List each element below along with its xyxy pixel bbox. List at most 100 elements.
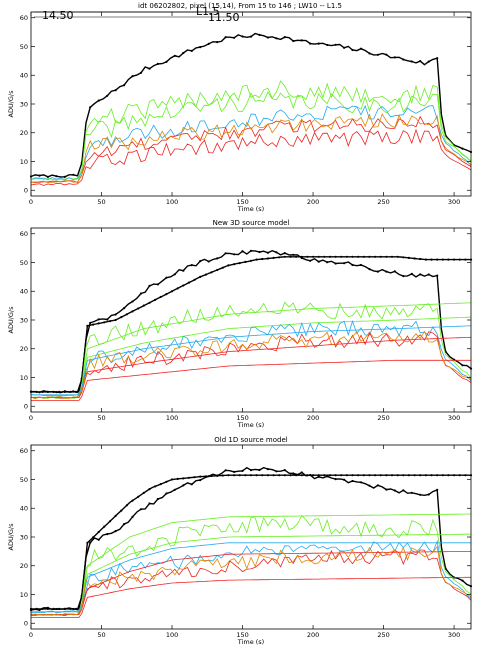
data-point-marker <box>114 89 117 92</box>
series-line-orange-data <box>30 545 472 616</box>
data-point-marker <box>139 292 143 295</box>
data-point-marker <box>123 307 126 310</box>
data-point-marker <box>120 316 123 319</box>
data-point-marker <box>258 468 261 472</box>
data-point-marker <box>106 318 109 321</box>
series-line-cyan-model <box>31 325 472 396</box>
data-point-marker <box>249 469 253 472</box>
y-tick-label: 40 <box>20 505 28 513</box>
series-line-red-data <box>30 128 472 186</box>
data-point-marker <box>275 470 278 473</box>
data-point-marker <box>233 263 236 266</box>
data-point-marker <box>86 324 89 327</box>
data-point-marker <box>63 390 66 393</box>
data-point-marker <box>275 37 278 40</box>
data-point-marker <box>453 258 456 261</box>
data-point-marker <box>427 493 430 496</box>
data-point-marker <box>289 474 292 477</box>
data-point-marker <box>351 255 354 258</box>
data-point-marker <box>419 493 422 496</box>
data-point-marker <box>402 256 405 259</box>
data-point-marker <box>199 46 202 49</box>
y-tick-label: 0 <box>24 403 28 411</box>
data-point-marker <box>385 474 388 477</box>
data-point-marker <box>312 474 315 477</box>
data-point-marker <box>396 474 399 477</box>
data-point-marker <box>351 263 354 267</box>
data-point-marker <box>436 488 439 491</box>
x-tick-label: 100 <box>166 198 178 206</box>
y-tick-label: 50 <box>20 259 28 267</box>
data-point-marker <box>103 525 106 528</box>
y-tick-label: 0 <box>24 620 28 628</box>
data-point-marker <box>224 469 227 472</box>
data-point-marker <box>89 541 92 544</box>
data-point-marker <box>142 304 145 307</box>
series-line-red-model <box>31 336 472 398</box>
data-point-marker <box>221 474 224 477</box>
data-point-marker <box>306 474 309 477</box>
data-point-marker <box>306 255 309 258</box>
data-point-marker <box>334 474 337 477</box>
data-point-marker <box>374 255 377 258</box>
x-tick-label: 50 <box>97 631 105 639</box>
data-point-marker <box>334 478 337 481</box>
data-point-marker <box>137 307 140 310</box>
data-point-marker <box>123 84 126 87</box>
data-point-marker <box>123 523 126 526</box>
data-point-marker <box>283 36 286 39</box>
data-point-marker <box>207 260 210 263</box>
series-group <box>29 466 473 618</box>
data-point-marker <box>148 488 151 491</box>
data-point-marker <box>210 271 213 274</box>
data-point-marker <box>233 36 236 39</box>
data-point-marker <box>238 262 241 265</box>
data-point-marker <box>199 275 202 278</box>
data-point-marker <box>458 258 461 261</box>
data-point-marker <box>390 474 394 477</box>
series-line-cyan-model <box>31 542 471 613</box>
data-point-marker <box>334 255 337 258</box>
y-tick-label: 30 <box>20 100 28 108</box>
data-point-marker <box>165 492 168 495</box>
data-point-marker <box>272 256 275 259</box>
y-tick-label: 10 <box>20 374 28 382</box>
x-tick-label: 150 <box>236 414 248 422</box>
data-point-marker <box>323 255 326 258</box>
data-point-marker <box>46 607 50 611</box>
data-point-marker <box>385 488 388 491</box>
data-point-marker <box>35 607 38 611</box>
data-point-marker <box>106 94 109 97</box>
data-point-marker <box>182 51 185 55</box>
data-point-marker <box>108 520 112 523</box>
y-tick-label: 30 <box>20 316 28 324</box>
data-point-marker <box>148 301 151 304</box>
x-tick-label: 50 <box>97 414 105 422</box>
data-point-marker <box>407 256 410 259</box>
data-point-marker <box>345 255 348 258</box>
data-point-marker <box>106 533 109 536</box>
data-point-marker <box>63 607 66 611</box>
data-point-marker <box>419 60 422 63</box>
data-point-marker <box>261 474 264 477</box>
y-tick-label: 10 <box>20 158 28 166</box>
data-point-marker <box>176 477 179 480</box>
data-point-marker <box>187 281 190 284</box>
data-point-marker <box>368 52 371 55</box>
y-tick-label: 60 <box>20 230 28 238</box>
data-point-marker <box>131 75 134 78</box>
series-line-green-model <box>31 302 472 398</box>
x-tick-label: 250 <box>377 631 389 639</box>
data-point-marker <box>41 607 44 611</box>
data-point-marker <box>46 390 50 393</box>
data-point-marker <box>58 390 61 393</box>
data-point-marker <box>52 607 55 611</box>
data-point-marker <box>326 43 329 47</box>
data-point-marker <box>156 62 159 65</box>
data-point-marker <box>359 263 363 267</box>
data-point-marker <box>289 255 292 258</box>
data-point-marker <box>272 474 275 477</box>
data-point-marker <box>368 255 371 258</box>
series-line-cyan-data <box>30 319 472 397</box>
data-point-marker <box>190 483 193 486</box>
